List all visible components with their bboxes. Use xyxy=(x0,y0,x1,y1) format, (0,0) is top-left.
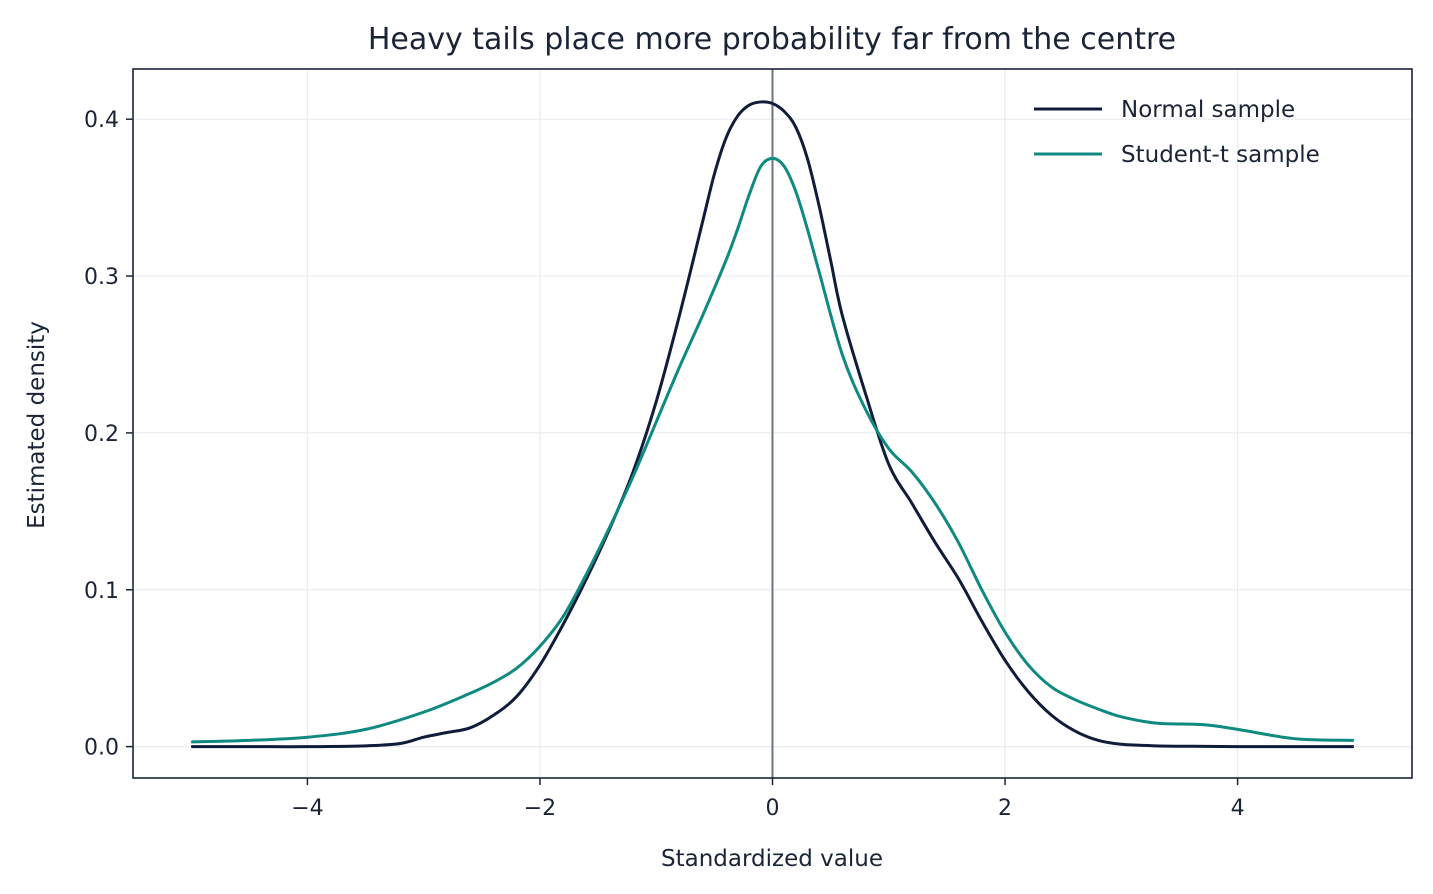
x-axis-title: Standardized value xyxy=(661,846,883,872)
legend: Normal sample Student-t sample xyxy=(1034,97,1320,168)
tick-layer: −4 −2 0 2 4 0.0 0.1 0.2 0.3 0.4 xyxy=(84,108,1245,821)
y-tick-label: 0.0 xyxy=(84,736,119,761)
y-tick-label: 0.1 xyxy=(84,579,119,604)
x-tick-label: −2 xyxy=(524,796,556,821)
series-line-normal-sample xyxy=(191,100,1354,749)
y-tick-label: 0.4 xyxy=(84,108,119,133)
x-tick-label: 2 xyxy=(998,796,1012,821)
y-axis-title: Estimated density xyxy=(24,321,50,529)
y-tick-label: 0.2 xyxy=(84,422,119,447)
series-layer xyxy=(191,100,1354,749)
x-tick-label: −4 xyxy=(291,796,323,821)
y-tick-label: 0.3 xyxy=(84,265,119,290)
chart-title: Heavy tails place more probability far f… xyxy=(368,22,1176,57)
legend-label-student-t-sample: Student-t sample xyxy=(1121,142,1320,168)
series-line-student-t-sample xyxy=(191,156,1354,744)
x-tick-label: 4 xyxy=(1231,796,1245,821)
x-tick-label: 0 xyxy=(766,796,780,821)
legend-label-normal-sample: Normal sample xyxy=(1121,97,1295,123)
